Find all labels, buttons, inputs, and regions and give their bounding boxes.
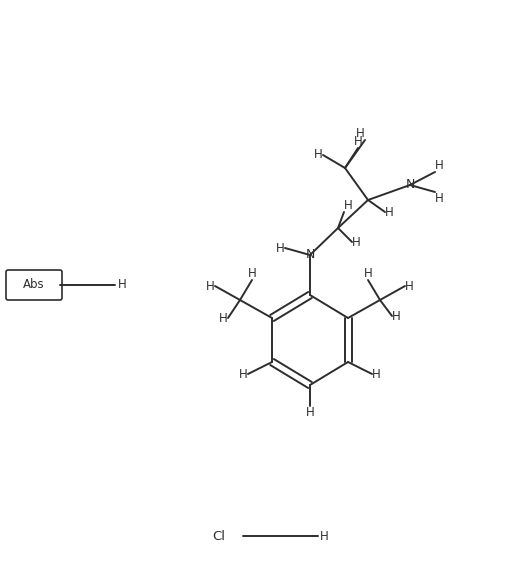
Text: H: H (239, 368, 248, 380)
FancyBboxPatch shape (6, 270, 62, 300)
Text: H: H (353, 135, 362, 148)
Text: H: H (405, 280, 414, 292)
Text: H: H (372, 368, 381, 380)
Text: H: H (435, 192, 444, 205)
Text: H: H (320, 530, 329, 543)
Text: Cl: Cl (212, 530, 225, 543)
Text: H: H (344, 199, 353, 212)
Text: H: H (276, 241, 285, 255)
Text: H: H (392, 310, 401, 323)
Text: H: H (206, 280, 215, 292)
Text: H: H (364, 267, 373, 280)
Text: H: H (356, 127, 365, 140)
Text: H: H (248, 267, 256, 280)
Text: H: H (385, 206, 394, 218)
Text: H: H (219, 312, 228, 324)
Text: H: H (314, 148, 323, 162)
Text: H: H (352, 236, 361, 248)
Text: Abs: Abs (23, 278, 45, 291)
Text: H: H (435, 159, 444, 172)
Text: N: N (305, 248, 315, 262)
Text: N: N (405, 178, 415, 192)
Text: H: H (118, 278, 127, 291)
Text: H: H (305, 406, 314, 419)
